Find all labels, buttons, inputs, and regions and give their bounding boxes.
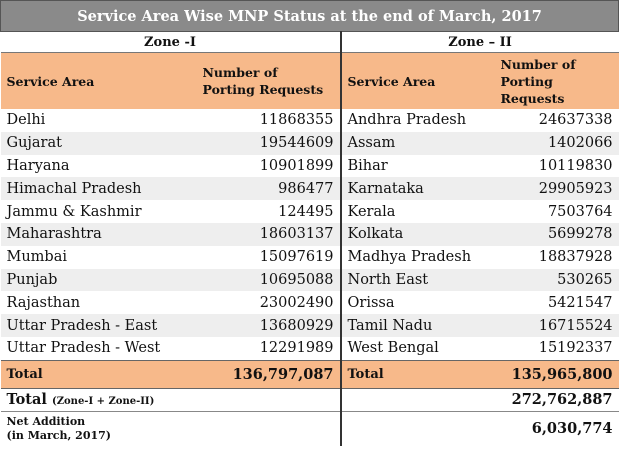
zone1-service-area: Maharashtra (0, 222, 197, 246)
table-row: Maharashtra 18603137 Kolkata 5699278 (0, 222, 619, 246)
zone2-service-area: Orissa (339, 291, 495, 315)
zone2-porting-requests: 24637338 (538, 112, 613, 129)
zone2-label: Zone – II (339, 31, 619, 53)
net-addition-label: Net Addition (6, 414, 86, 428)
zone1-service-area: Delhi (6, 112, 46, 129)
zone2-service-area: Karnataka (339, 177, 495, 201)
net-addition-value: 6,030,774 (339, 411, 619, 446)
zone2-service-area: Andhra Pradesh (339, 109, 495, 132)
table-row: Haryana 10901899 Bihar 10119830 (1, 154, 619, 178)
table-title-row: Service Area Wise MNP Status at the end … (0, 0, 620, 32)
table-row: Uttar Pradesh - East 13680929 Tamil Nadu 16… (0, 314, 619, 337)
net-addition-label-cell: Net Addition (in March, 2017) (0, 411, 341, 446)
zone1-service-area: Uttar Pradesh - West (6, 340, 161, 357)
zone1-service-area: Haryana (6, 157, 70, 174)
table-row: Himachal Pradesh 986477 Karnataka 29905923 (0, 177, 619, 201)
zone-total-row: Total 136,797,087 Total 135,965,800 (0, 359, 619, 389)
grand-total-label: Total (6, 391, 47, 409)
zone1-porting-requests: 18603137 (196, 222, 341, 246)
zone1-total-label: Total (0, 359, 197, 389)
zone2-service-area: Kerala (339, 200, 495, 223)
zone2-porting-requests: 5421547 (547, 294, 613, 311)
table-row: Rajasthan 23002490 Orissa 5421547 (1, 291, 619, 315)
grand-total-value: 272,762,887 (339, 388, 619, 412)
zone1-service-area: Mumbai (6, 249, 68, 266)
zone2-porting-requests: 15192337 (538, 340, 613, 357)
table-row: Delhi 11868355 Andhra Pradesh 24637338 (1, 109, 619, 132)
zone1-service-area: Gujarat (0, 131, 197, 155)
zone2-porting-requests: 7503764 (547, 203, 613, 220)
grand-total-label-cell: Total (Zone-I + Zone-II) (0, 388, 341, 412)
zone2-col-service-area: Service Area (339, 52, 495, 109)
zone1-porting-requests: 15097619 (196, 245, 341, 269)
zone1-porting-requests: 11868355 (196, 109, 341, 132)
zone1-porting-requests: 13680929 (196, 314, 341, 337)
zone1-service-area: Punjab (0, 268, 197, 292)
zone2-porting-requests: 29905923 (494, 177, 619, 201)
zone1-service-area: Uttar Pradesh - East (0, 314, 197, 337)
zone2-porting-requests: 18837928 (538, 249, 613, 266)
zone1-porting-requests: 10695088 (196, 268, 341, 292)
mnp-status-table: Service Area Wise MNP Status at the end … (0, 0, 620, 446)
zone2-service-area: North East (339, 268, 495, 292)
zone2-porting-requests: 530265 (494, 268, 619, 292)
zone2-service-area: Madhya Pradesh (339, 245, 495, 269)
zone2-service-area: Assam (339, 131, 495, 155)
table-row: Gujarat 19544609 Assam 1402066 (0, 131, 619, 155)
zone1-service-area: Himachal Pradesh (0, 177, 197, 201)
zone2-total-label: Total (339, 359, 495, 389)
zone1-total-value: 136,797,087 (196, 359, 341, 389)
grand-total-note: (Zone-I + Zone-II) (51, 396, 155, 408)
zone1-porting-requests: 19544609 (196, 131, 341, 155)
zone1-col-porting-requests: Number of Porting Requests (196, 52, 341, 109)
zone2-service-area: Tamil Nadu (339, 314, 495, 337)
table-row: Punjab 10695088 North East 530265 (0, 268, 619, 292)
table-row: Mumbai 15097619 Madhya Pradesh 18837928 (1, 245, 619, 269)
zone2-col-porting-requests: Number of Porting Requests (494, 52, 619, 109)
zone1-service-area: Jammu & Kashmir (6, 203, 142, 220)
column-header-row: Service Area Number of Porting Requests … (0, 52, 619, 109)
net-addition-row: Net Addition (in March, 2017) 6,030,774 (0, 411, 619, 446)
table-row: Jammu & Kashmir 124495 Kerala 7503764 (1, 200, 619, 223)
zone1-col-service-area: Service Area (0, 52, 197, 109)
zone2-total-value: 135,965,800 (494, 359, 619, 389)
zone2-porting-requests: 16715524 (494, 314, 619, 337)
zone2-porting-requests: 1402066 (494, 131, 619, 155)
zone2-service-area: West Bengal (339, 336, 495, 361)
zone1-porting-requests: 124495 (196, 200, 341, 223)
table-title: Service Area Wise MNP Status at the end … (0, 0, 620, 32)
zone1-porting-requests: 986477 (196, 177, 341, 201)
zone2-service-area: Kolkata (339, 222, 495, 246)
zone1-porting-requests: 23002490 (196, 291, 341, 315)
zone2-porting-requests: 10119830 (538, 157, 613, 174)
zone2-service-area: Bihar (339, 154, 495, 178)
grand-total-row: Total (Zone-I + Zone-II) 272,762,887 (0, 388, 619, 412)
zone-header-row: Zone -I Zone – II (0, 31, 619, 53)
zone1-service-area: Rajasthan (6, 294, 81, 311)
zone2-porting-requests: 5699278 (494, 222, 619, 246)
zone1-porting-requests: 10901899 (196, 154, 341, 178)
zone1-label: Zone -I (0, 31, 341, 53)
net-addition-period: (in March, 2017) (6, 428, 111, 442)
table-row: Uttar Pradesh - West 12291989 West Bengal 1… (1, 336, 619, 361)
zone1-porting-requests: 12291989 (196, 336, 341, 361)
